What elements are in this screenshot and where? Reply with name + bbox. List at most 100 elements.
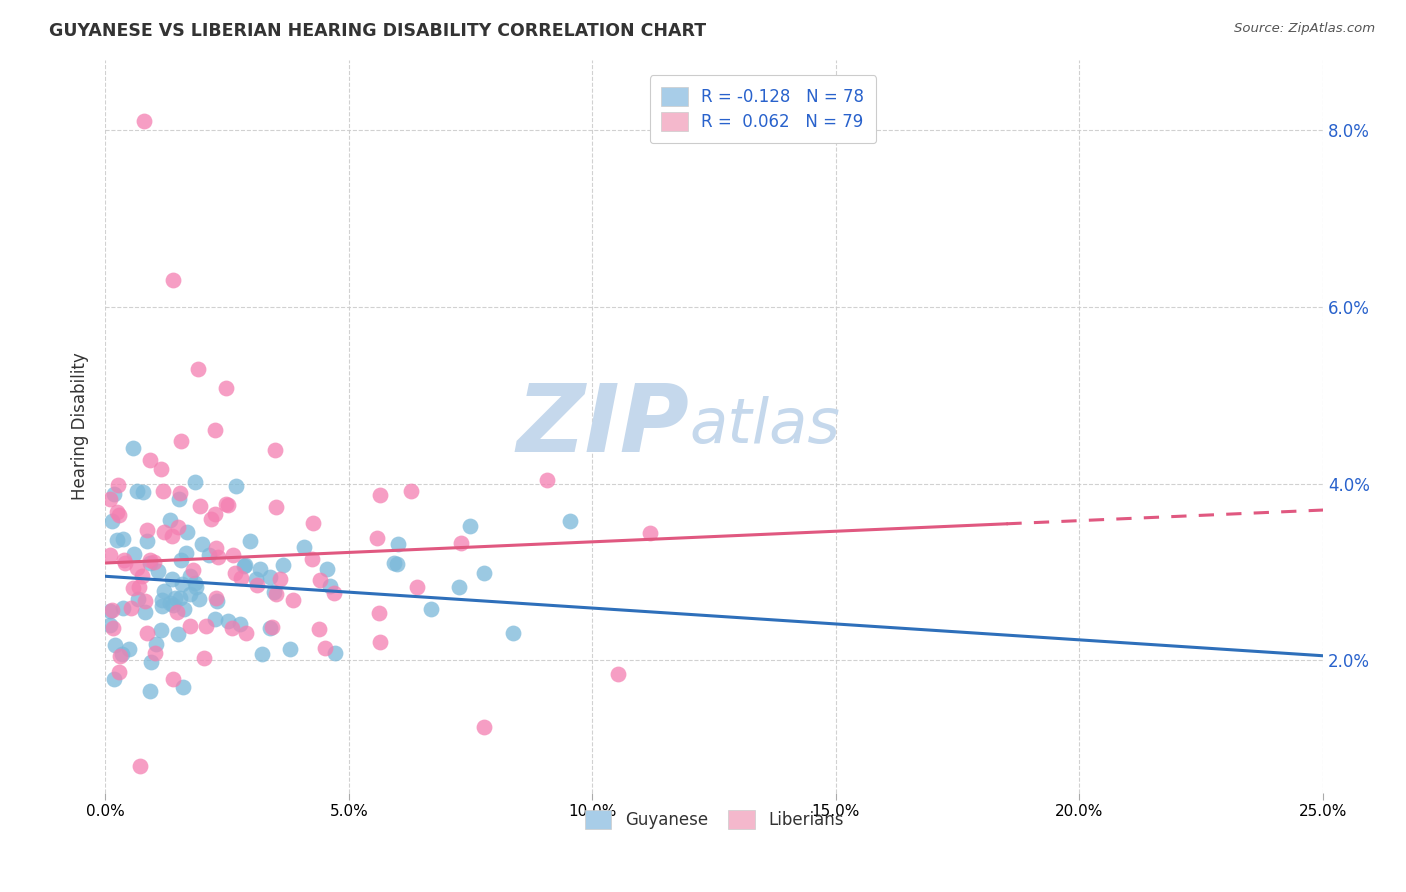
Point: [215, 497, 238, 511]
Point: [134, 605, 156, 619]
Point: [281, 592, 304, 607]
Point: [98, 491, 121, 506]
Point: [399, 484, 422, 499]
Point: [170, 553, 193, 567]
Point: [159, 513, 181, 527]
Point: [107, 477, 129, 491]
Point: [536, 473, 558, 487]
Legend: Guyanese, Liberians: Guyanese, Liberians: [578, 803, 851, 836]
Point: [139, 655, 162, 669]
Point: [184, 580, 207, 594]
Point: [273, 558, 295, 573]
Point: [472, 720, 495, 734]
Point: [259, 621, 281, 635]
Point: [222, 548, 245, 562]
Point: [143, 646, 166, 660]
Point: [207, 549, 229, 564]
Point: [224, 566, 246, 580]
Point: [98, 618, 121, 632]
Point: [160, 573, 183, 587]
Point: [122, 442, 145, 456]
Point: [229, 571, 252, 585]
Point: [450, 536, 472, 550]
Point: [205, 541, 228, 555]
Point: [101, 603, 124, 617]
Point: [108, 648, 131, 663]
Point: [127, 561, 149, 575]
Point: [558, 514, 581, 528]
Point: [215, 381, 238, 395]
Text: GUYANESE VS LIBERIAN HEARING DISABILITY CORRELATION CHART: GUYANESE VS LIBERIAN HEARING DISABILITY …: [49, 22, 706, 40]
Point: [260, 620, 283, 634]
Point: [172, 680, 194, 694]
Point: [233, 558, 256, 572]
Point: [264, 500, 287, 514]
Point: [145, 637, 167, 651]
Point: [179, 587, 201, 601]
Point: [382, 556, 405, 570]
Point: [204, 423, 226, 437]
Point: [111, 532, 134, 546]
Point: [264, 587, 287, 601]
Point: [217, 615, 239, 629]
Point: [150, 592, 173, 607]
Point: [249, 562, 271, 576]
Text: Source: ZipAtlas.com: Source: ZipAtlas.com: [1234, 22, 1375, 36]
Point: [640, 525, 662, 540]
Point: [173, 601, 195, 615]
Point: [405, 580, 427, 594]
Point: [150, 461, 173, 475]
Point: [162, 599, 184, 613]
Point: [159, 596, 181, 610]
Point: [204, 591, 226, 606]
Point: [245, 572, 267, 586]
Point: [152, 584, 174, 599]
Point: [103, 672, 125, 686]
Point: [322, 586, 344, 600]
Point: [217, 498, 239, 512]
Point: [292, 540, 315, 554]
Point: [278, 641, 301, 656]
Point: [225, 479, 247, 493]
Point: [387, 537, 409, 551]
Point: [124, 547, 146, 561]
Point: [165, 591, 187, 606]
Point: [167, 519, 190, 533]
Point: [239, 533, 262, 548]
Point: [370, 634, 392, 648]
Point: [150, 599, 173, 614]
Point: [191, 537, 214, 551]
Point: [111, 647, 134, 661]
Point: [194, 618, 217, 632]
Point: [108, 665, 131, 679]
Point: [167, 492, 190, 507]
Point: [162, 273, 184, 287]
Point: [148, 564, 170, 578]
Point: [607, 667, 630, 681]
Point: [318, 579, 340, 593]
Point: [170, 577, 193, 591]
Point: [104, 639, 127, 653]
Point: [105, 533, 128, 548]
Point: [134, 593, 156, 607]
Point: [190, 499, 212, 513]
Point: [134, 114, 156, 128]
Point: [128, 759, 150, 773]
Point: [176, 524, 198, 539]
Point: [502, 625, 524, 640]
Point: [302, 516, 325, 530]
Point: [139, 453, 162, 467]
Point: [128, 580, 150, 594]
Point: [153, 525, 176, 540]
Point: [460, 518, 482, 533]
Point: [118, 641, 141, 656]
Point: [139, 556, 162, 570]
Point: [152, 483, 174, 498]
Point: [246, 577, 269, 591]
Text: ZIP: ZIP: [517, 380, 690, 472]
Point: [179, 618, 201, 632]
Point: [181, 563, 204, 577]
Point: [135, 534, 157, 549]
Text: atlas: atlas: [690, 396, 841, 456]
Point: [127, 483, 149, 498]
